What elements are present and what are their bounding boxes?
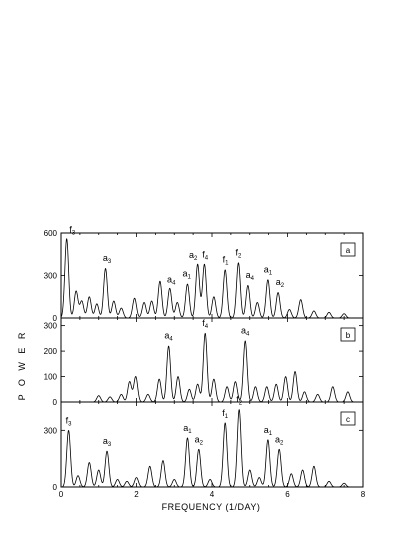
y-tick-label-a-0: 0 (53, 314, 58, 323)
y-tick-label-b-2: 200 (44, 347, 58, 356)
x-tick-label-0: 0 (59, 490, 64, 499)
peak-label-a-7: f2 (235, 247, 242, 259)
peak-label-c-7: a2 (275, 434, 284, 446)
peak-label-a-3: a1 (183, 269, 192, 281)
x-tick-label-4: 8 (361, 490, 366, 499)
peak-label-c-4: f1 (222, 408, 229, 420)
x-tick-label-1: 2 (134, 490, 139, 499)
peak-label-a-8: a4 (246, 270, 255, 282)
y-tick-label-c-1: 300 (44, 426, 58, 435)
peak-label-b-1: f4 (202, 318, 209, 330)
y-tick-label-b-3: 300 (44, 322, 58, 331)
power-trace-c (60, 409, 364, 488)
panel-letter-b: b (346, 331, 351, 340)
y-tick-label-a-2: 600 (44, 229, 58, 238)
peak-label-a-5: f4 (202, 249, 209, 261)
peak-label-a-10: a2 (276, 277, 285, 289)
panel-letter-box-a (340, 242, 356, 257)
peak-label-a-4: a2 (189, 250, 198, 262)
peak-label-c-6: a1 (264, 425, 273, 437)
peak-label-c-2: a1 (183, 423, 192, 435)
y-tick-label-c-0: 0 (53, 483, 58, 492)
y-tick-label-b-1: 100 (44, 373, 58, 382)
panel-letter-c: c (346, 415, 350, 424)
x-axis-label: FREQUENCY (1/DAY) (162, 502, 261, 512)
y-tick-label-b-0: 0 (53, 398, 58, 407)
y-tick-label-a-1: 300 (44, 272, 58, 281)
peak-label-c-1: a3 (103, 436, 112, 448)
peak-label-c-5: f2 (236, 395, 243, 407)
peak-label-a-9: a1 (264, 264, 273, 276)
x-tick-label-3: 6 (285, 490, 290, 499)
power-trace-b (60, 332, 364, 403)
peak-label-c-0: f3 (66, 415, 73, 427)
panel-b: 0 100 200 300 a4 f4 a4 b (44, 317, 364, 407)
panel-letter-box-c (340, 411, 356, 426)
peak-label-a-2: a4 (167, 274, 176, 286)
peak-label-a-0: f3 (69, 225, 76, 237)
peak-label-b-0: a4 (164, 331, 173, 343)
y-axis-label: P O W E R (17, 330, 27, 401)
peak-label-a-1: a3 (103, 253, 112, 265)
peak-label-b-2: a4 (241, 326, 250, 338)
panel-letter-a: a (346, 246, 351, 255)
peak-label-a-6: f1 (223, 254, 230, 266)
power-trace-a (60, 238, 364, 319)
x-tick-label-2: 4 (210, 490, 215, 499)
panel-letter-box-b (340, 327, 356, 342)
peak-label-c-3: a2 (195, 434, 204, 446)
